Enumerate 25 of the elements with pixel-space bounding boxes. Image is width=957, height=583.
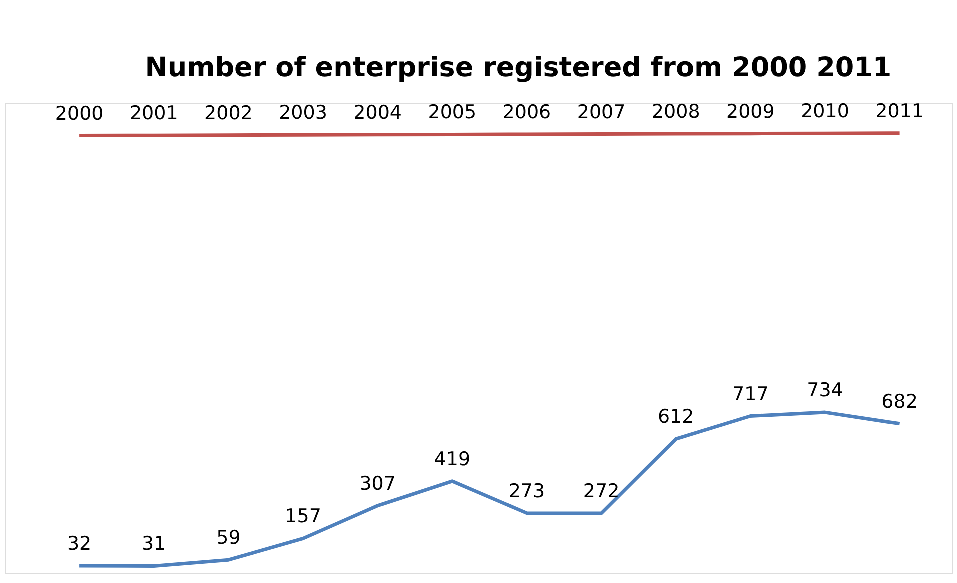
data-label: 2006 — [502, 101, 552, 124]
data-label: 2001 — [130, 102, 178, 125]
data-label: 2005 — [428, 102, 477, 124]
data-label: 734 — [807, 380, 844, 402]
data-label: 2004 — [354, 102, 402, 124]
data-label: 2007 — [577, 101, 626, 124]
data-label: 2000 — [55, 102, 104, 125]
data-label: 32 — [67, 533, 92, 556]
data-label: 717 — [732, 383, 769, 406]
data-label: 2008 — [652, 101, 700, 124]
data-label: 59 — [216, 527, 241, 550]
data-label: 2010 — [801, 100, 850, 123]
data-label: 157 — [285, 506, 322, 528]
data-label: 419 — [434, 448, 471, 470]
data-label: 2011 — [876, 100, 924, 122]
data-label: 682 — [882, 390, 918, 413]
data-label: 2002 — [204, 102, 253, 124]
data-label: 272 — [583, 480, 620, 503]
data-label: 31 — [142, 533, 166, 556]
data-label: 273 — [508, 480, 546, 502]
data-label: 2009 — [726, 100, 775, 123]
data-label: 2003 — [279, 102, 328, 124]
data-label: 307 — [360, 472, 396, 495]
data-label: 612 — [658, 406, 694, 428]
chart-title: Number of enterprise registered from 2000 2011 — [145, 52, 892, 84]
